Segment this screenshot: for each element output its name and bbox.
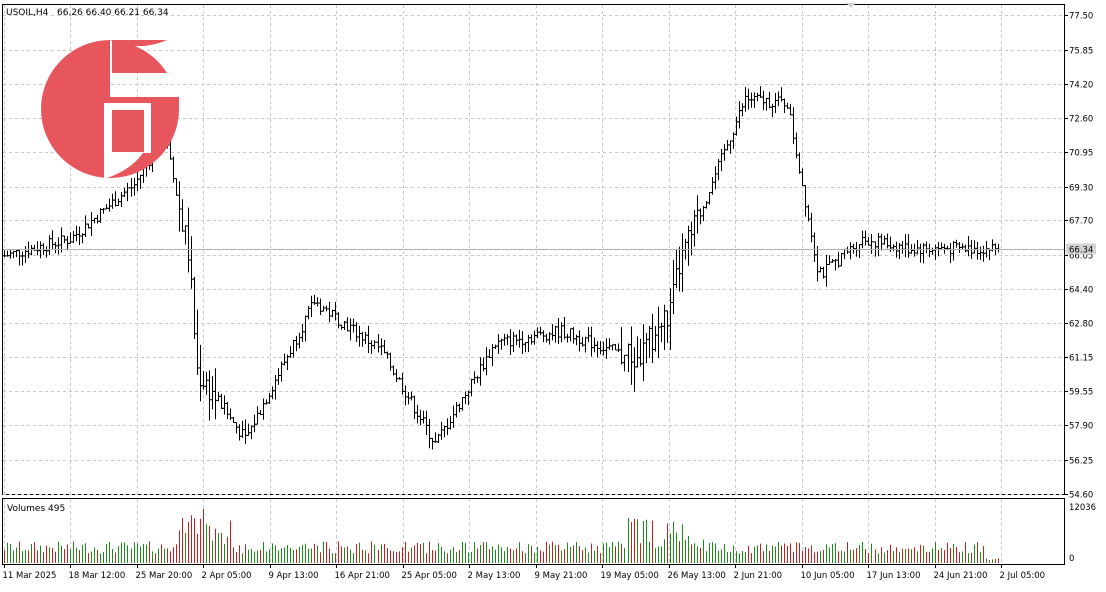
- time-tick-label: 11 Mar 2025: [3, 571, 57, 581]
- price-tick-label: 56.25: [1069, 457, 1093, 467]
- price-tick-label: 74.20: [1069, 81, 1093, 91]
- current-price-badge: [1066, 243, 1096, 255]
- time-tick-label: 2 Apr 05:00: [202, 571, 252, 581]
- price-tick-label: 77.50: [1069, 12, 1093, 22]
- current-price-label: 66.34: [1069, 246, 1093, 256]
- time-tick-label: 2 Jul 05:00: [1000, 571, 1046, 581]
- f-logo-icon: [40, 40, 180, 178]
- price-tick-label: 59.55: [1069, 388, 1093, 398]
- time-tick-label: 16 Apr 21:00: [335, 571, 390, 581]
- price-tick-label: 75.85: [1069, 47, 1093, 57]
- grid-lines: [3, 5, 1064, 564]
- price-tick-label: 61.15: [1069, 354, 1093, 364]
- ohlc-label: 66.26 66.40 66.21 66.34: [57, 8, 169, 18]
- scroll-marker-icon[interactable]: [846, 3, 856, 8]
- time-tick-label: 17 Jun 13:00: [867, 571, 921, 581]
- time-tick-label: 10 Jun 05:00: [801, 571, 855, 581]
- symbol-label: USOIL,H4: [6, 8, 49, 18]
- price-tick-label: 62.80: [1069, 320, 1093, 330]
- price-axis: 77.50 75.85 74.20 72.60 70.95 69.30 67.70 66.05…: [1064, 12, 1093, 501]
- price-tick-label: 64.40: [1069, 286, 1093, 296]
- time-tick-label: 25 Apr 05:00: [402, 571, 457, 581]
- volume-panel-frame: [2, 498, 1065, 565]
- time-tick-label: 26 May 13:00: [668, 571, 726, 581]
- time-tick-label: 18 Mar 12:00: [69, 571, 126, 581]
- volume-bars: [4, 509, 999, 563]
- time-tick-label: 2 Jun 21:00: [734, 571, 783, 581]
- volume-label: Volumes 495: [7, 504, 65, 514]
- time-tick-label: 2 May 13:00: [468, 571, 521, 581]
- volume-max-label: 12036: [1069, 503, 1096, 513]
- price-tick-label: 57.90: [1069, 422, 1093, 432]
- time-tick-label: 25 Mar 20:00: [136, 571, 193, 581]
- price-tick-label: 69.30: [1069, 184, 1093, 194]
- time-tick-label: 19 May 05:00: [601, 571, 659, 581]
- volume-zero-label: 0: [1069, 554, 1074, 564]
- price-tick-label: 54.60: [1069, 491, 1093, 501]
- time-tick-label: 9 May 21:00: [535, 571, 588, 581]
- time-tick-label: 24 Jun 21:00: [934, 571, 988, 581]
- time-axis: 11 Mar 2025 18 Mar 12:00 25 Mar 20:00 2 Apr…: [3, 564, 1046, 581]
- price-tick-label: 72.60: [1069, 115, 1093, 125]
- price-tick-label: 67.70: [1069, 217, 1093, 227]
- price-tick-label: 70.95: [1069, 149, 1093, 159]
- time-tick-label: 9 Apr 13:00: [269, 571, 319, 581]
- price-tick-label: 66.05: [1069, 252, 1093, 262]
